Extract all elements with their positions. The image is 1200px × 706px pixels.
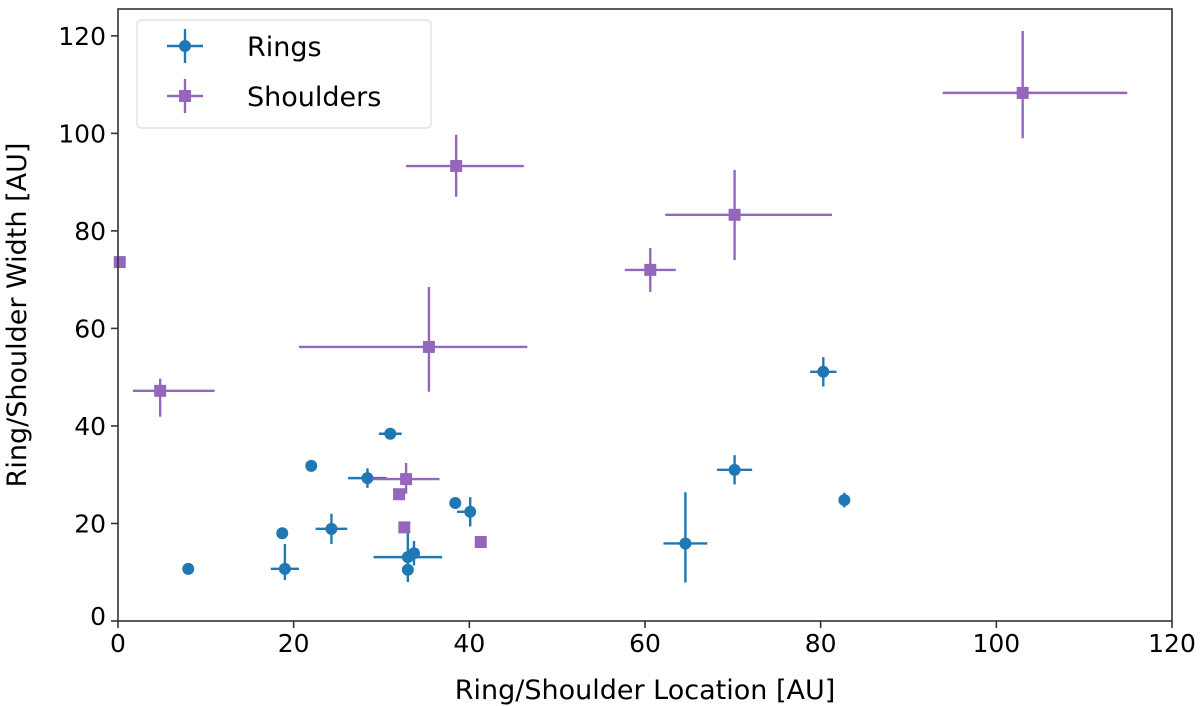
legend-label-shoulders: Shoulders bbox=[247, 82, 381, 113]
data-point bbox=[728, 208, 741, 221]
plot-marks bbox=[113, 30, 1128, 583]
data-point bbox=[400, 473, 413, 486]
data-point bbox=[361, 472, 374, 485]
data-point bbox=[838, 494, 851, 507]
data-point bbox=[325, 522, 338, 535]
legend-label-rings: Rings bbox=[247, 32, 322, 63]
data-point bbox=[154, 384, 167, 397]
legend-marker bbox=[179, 90, 191, 102]
data-point bbox=[182, 562, 195, 575]
x-tick-label: 0 bbox=[110, 629, 126, 658]
series-shoulders bbox=[113, 30, 1128, 549]
legend-box bbox=[136, 19, 432, 129]
data-point bbox=[384, 427, 397, 440]
data-point bbox=[422, 340, 435, 353]
x-tick-label: 120 bbox=[1148, 629, 1196, 658]
data-point bbox=[407, 547, 420, 560]
data-point bbox=[278, 562, 291, 575]
x-tick-label: 60 bbox=[629, 629, 661, 658]
data-point bbox=[1016, 86, 1029, 99]
x-axis-label: Ring/Shoulder Location [AU] bbox=[455, 675, 836, 706]
data-point bbox=[393, 488, 406, 501]
legend-marker-rings bbox=[167, 29, 203, 63]
data-point bbox=[449, 496, 462, 509]
y-tick-label: 100 bbox=[58, 119, 106, 148]
x-tick-label: 40 bbox=[453, 629, 485, 658]
y-tick-label: 120 bbox=[58, 22, 106, 51]
data-point bbox=[644, 263, 657, 276]
data-point bbox=[305, 459, 318, 472]
series-rings bbox=[182, 357, 851, 583]
x-tick-label: 80 bbox=[805, 629, 837, 658]
x-tick-label: 100 bbox=[972, 629, 1020, 658]
y-tick-label: 80 bbox=[74, 217, 106, 246]
y-tick-label: 20 bbox=[74, 509, 106, 538]
legend: Rings Shoulders bbox=[136, 19, 432, 129]
legend-marker-shoulders bbox=[167, 79, 203, 113]
data-point bbox=[450, 160, 463, 173]
data-point bbox=[464, 505, 477, 518]
x-axis: 0 20 40 60 80 100 120 bbox=[110, 621, 1196, 658]
data-point bbox=[398, 521, 411, 534]
data-point bbox=[113, 256, 126, 269]
data-point bbox=[817, 365, 830, 378]
y-tick-label: 40 bbox=[74, 412, 106, 441]
y-tick-label: 0 bbox=[90, 602, 106, 631]
data-point bbox=[474, 536, 487, 549]
x-tick-label: 20 bbox=[278, 629, 310, 658]
y-axis: 0 20 40 60 80 100 120 bbox=[58, 22, 118, 631]
data-point bbox=[728, 463, 741, 476]
y-tick-label: 60 bbox=[74, 314, 106, 343]
data-point bbox=[679, 537, 692, 550]
y-axis-label: Ring/Shoulder Width [AU] bbox=[2, 143, 33, 488]
data-point bbox=[276, 527, 289, 540]
data-point bbox=[401, 563, 414, 576]
legend-marker bbox=[179, 40, 191, 52]
